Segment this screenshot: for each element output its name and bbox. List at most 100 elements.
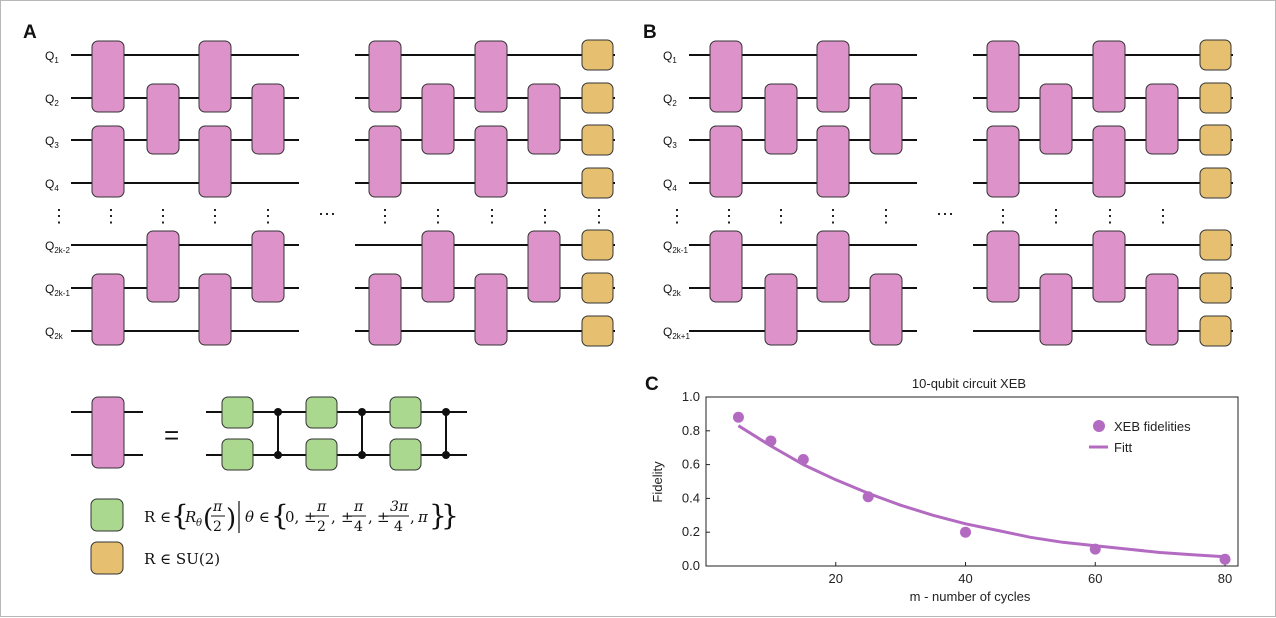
two-qubit-gate (198, 40, 232, 113)
single-qubit-gate (221, 438, 254, 471)
two-qubit-gate (764, 273, 798, 346)
vertical-ellipsis: ⋮ (994, 206, 1012, 226)
two-qubit-gate (764, 83, 798, 155)
qubit-label-sub-2: 2 (54, 99, 59, 108)
qubit-label-3: Q3 (45, 134, 59, 150)
equals-sign: = (164, 420, 179, 450)
vertical-ellipsis: ⋮ (668, 206, 686, 226)
brace-open-inner: { (271, 499, 289, 532)
single-qubit-gate (221, 396, 254, 429)
paren-close: ) (226, 504, 236, 534)
green-def-pi: π (212, 499, 223, 515)
two-qubit-gate (869, 273, 903, 346)
final-su2-gate (581, 124, 614, 156)
two-qubit-gate (251, 83, 285, 155)
qubit-label-2: Q2 (45, 92, 59, 108)
qubit-label-sub-5: 2k-2 (54, 246, 70, 255)
green-def-pm-2: ± (341, 508, 354, 526)
green-def-pm-3: ± (377, 508, 390, 526)
vertical-ellipsis: ⋮ (1154, 206, 1172, 226)
x-axis-ticks: 20 40 60 80 (829, 562, 1232, 586)
horizontal-ellipsis: ⋯ (318, 204, 336, 224)
two-qubit-gate (1092, 230, 1126, 303)
qubit-label-sub-2: 2 (672, 99, 677, 108)
two-qubit-gate (709, 230, 743, 303)
vertical-ellipsis: ⋮ (376, 206, 394, 226)
final-su2-gate (581, 167, 614, 199)
plot-area-frame (705, 396, 1239, 567)
qubit-label-sub-7: 2k (54, 332, 63, 341)
two-qubit-gate (1039, 273, 1073, 346)
green-def-four-2: 4 (394, 519, 403, 535)
two-qubit-gate (146, 83, 180, 155)
green-def-pi-1: π (316, 499, 327, 515)
qubit-label-3: Q3 (663, 134, 677, 150)
panel-c-label: C (645, 374, 659, 395)
y-tick-label: 0.8 (682, 423, 700, 438)
two-qubit-gate (474, 40, 508, 113)
xeb-point (732, 411, 744, 423)
cz-target-dot (274, 451, 282, 459)
green-def-theta-in: θ ∈ (245, 508, 270, 526)
qubit-label-7: Q2k (45, 325, 64, 341)
x-tick-label: 80 (1218, 571, 1232, 586)
qubit-label-1: Q1 (45, 49, 59, 65)
qubit-label-5: Q2k-2 (45, 239, 70, 255)
final-su2-gate (1199, 167, 1232, 199)
chart-title: 10-qubit circuit XEB (912, 376, 1026, 391)
green-def-theta-sub: θ (196, 518, 202, 529)
cz-control-dot (442, 408, 450, 416)
final-su2-gate (581, 272, 614, 304)
gate-legend: = R ∈ { R θ ( π 2 ) θ ∈ { 0, ± π 2 , ± (71, 396, 467, 575)
panel-b-circuit: B Q1 Q2 Q3 Q4 Q2k-1 Q2k Q2k+1 ⋮ ⋮ ⋮ ⋮ ⋮ ⋮ ⋮ ⋮ ⋮ ⋯ (643, 22, 1233, 347)
two-qubit-gate (709, 40, 743, 113)
two-qubit-gate (1092, 40, 1126, 113)
qubit-label-sub-1: 1 (672, 56, 677, 65)
qubit-label-7: Q2k+1 (663, 325, 690, 341)
xeb-point (1219, 553, 1231, 565)
vertical-ellipsis: ⋮ (429, 206, 447, 226)
green-def-r-theta: R (184, 508, 196, 526)
qubit-label-sub-3: 3 (54, 141, 59, 150)
final-su2-gate (1199, 315, 1232, 347)
green-def-comma-3: , (410, 508, 415, 526)
two-qubit-gate (368, 125, 402, 198)
green-def-pi-end: π (417, 508, 429, 526)
two-qubit-gate (1092, 125, 1126, 198)
green-def-two: 2 (213, 519, 222, 535)
cz-target-dot (358, 451, 366, 459)
qubit-label-1: Q1 (663, 49, 677, 65)
two-qubit-gate (421, 230, 455, 303)
vertical-ellipsis: ⋮ (824, 206, 842, 226)
x-tick-label: 20 (829, 571, 843, 586)
two-qubit-gate (986, 40, 1020, 113)
vertical-ellipsis: ⋮ (102, 206, 120, 226)
two-qubit-gate (816, 40, 850, 113)
green-def-zero: 0, (285, 508, 299, 526)
cz-control-dot (274, 408, 282, 416)
yellow-gate-definition: R ∈ SU(2) (144, 550, 220, 568)
paren-open: ( (203, 504, 213, 534)
two-qubit-gate (421, 83, 455, 155)
two-qubit-gate (91, 273, 125, 346)
qubit-label-5: Q2k-1 (663, 239, 688, 255)
two-qubit-gate (368, 40, 402, 113)
qubit-label-sub-3: 3 (672, 141, 677, 150)
final-su2-gate (1199, 124, 1232, 156)
green-def-comma-2: , (368, 508, 373, 526)
vertical-ellipsis: ⋮ (154, 206, 172, 226)
two-qubit-gate (91, 125, 125, 198)
two-qubit-gate (709, 125, 743, 198)
vertical-ellipsis: ⋮ (206, 206, 224, 226)
panel-a-gates (91, 39, 614, 347)
cz-control-dot (358, 408, 366, 416)
qubit-label-4: Q4 (45, 177, 59, 193)
qubit-label-6: Q2k (663, 282, 682, 298)
two-qubit-gate (986, 125, 1020, 198)
final-su2-gate (581, 315, 614, 347)
x-tick-label: 40 (958, 571, 972, 586)
gate-decomposition: = (71, 396, 467, 471)
panel-a-label: A (23, 22, 37, 43)
green-def-pi-2: π (353, 499, 364, 515)
qubit-label-sub-6: 2k (672, 289, 681, 298)
